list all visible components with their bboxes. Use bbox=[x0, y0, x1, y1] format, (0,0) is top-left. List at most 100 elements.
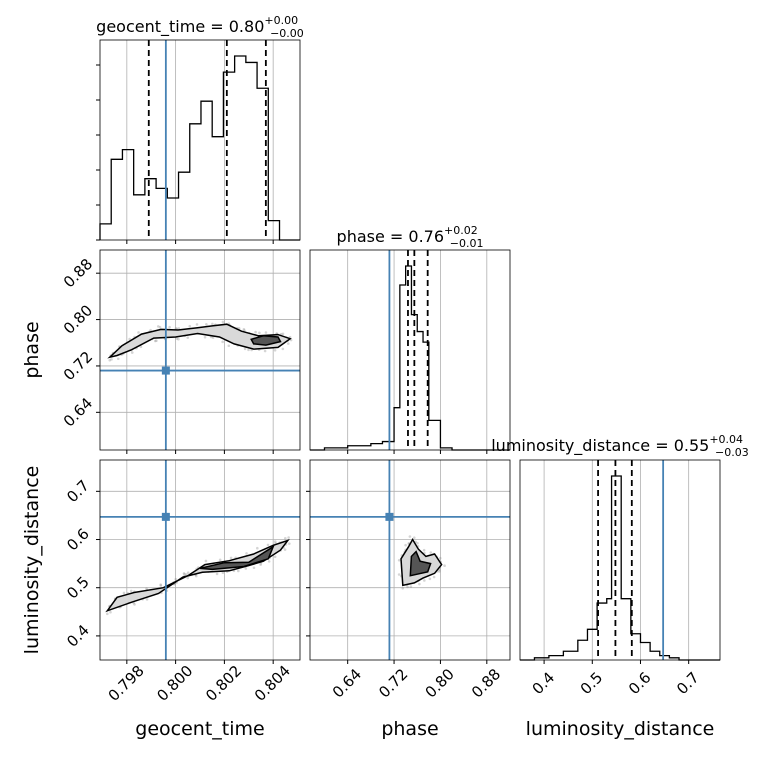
sample-point bbox=[221, 571, 225, 574]
sample-point bbox=[438, 570, 441, 573]
contour-outer bbox=[107, 323, 292, 359]
sample-point bbox=[428, 577, 432, 581]
sample-point bbox=[175, 337, 179, 340]
ylabel-luminosity-distance: luminosity_distance bbox=[21, 466, 43, 655]
contour-outer bbox=[105, 539, 290, 613]
sample-point bbox=[211, 336, 215, 339]
panel-phase-vs-geocent-time: 0.64 0.72 0.80 0.88 bbox=[60, 249, 301, 454]
sample-point bbox=[438, 556, 442, 560]
sample-point bbox=[177, 337, 180, 341]
sample-point bbox=[174, 577, 178, 581]
panel-hist-geocent-time bbox=[96, 39, 301, 244]
x-tick-label: 0.6 bbox=[625, 668, 655, 698]
sample-point bbox=[229, 556, 233, 560]
x-tick-label: 0.800 bbox=[153, 662, 196, 705]
sample-point bbox=[133, 603, 136, 606]
title-geocent-time: geocent_time = 0.80+0.00 −0.00 bbox=[96, 14, 304, 40]
xlabel-luminosity-distance: luminosity_distance bbox=[526, 718, 715, 740]
sample-point bbox=[145, 598, 149, 601]
sample-point bbox=[218, 558, 222, 562]
sample-point bbox=[281, 332, 285, 336]
panel-frame bbox=[309, 459, 511, 661]
sample-point bbox=[106, 612, 109, 616]
x-tick-label: 0.80 bbox=[422, 665, 458, 701]
sample-point bbox=[287, 342, 290, 345]
title-luminosity-distance: luminosity_distance = 0.55+0.04 −0.03 bbox=[491, 433, 749, 459]
sample-point bbox=[242, 327, 246, 331]
xlabel-phase: phase bbox=[381, 718, 438, 740]
sample-point bbox=[247, 348, 250, 352]
sample-point bbox=[429, 551, 433, 554]
sample-point bbox=[243, 347, 247, 351]
x-tick-label: 0.4 bbox=[529, 668, 559, 698]
sample-point bbox=[409, 585, 413, 588]
sample-point bbox=[204, 559, 208, 563]
sample-point bbox=[139, 345, 143, 349]
sample-point bbox=[423, 579, 426, 582]
y-tick-label: 0.7 bbox=[63, 477, 93, 507]
sample-point bbox=[155, 339, 158, 343]
sample-point bbox=[128, 337, 131, 341]
sample-point bbox=[227, 344, 231, 348]
panel-luminosity-distance-vs-phase: 0.64 0.72 0.80 0.88 bbox=[306, 459, 511, 701]
sample-point bbox=[110, 358, 113, 361]
sample-point bbox=[422, 548, 426, 552]
sample-point bbox=[158, 325, 162, 329]
x-tick-label: 0.798 bbox=[105, 662, 148, 705]
sample-point bbox=[256, 546, 259, 550]
panel-frame bbox=[99, 459, 301, 661]
truth-marker bbox=[385, 512, 394, 521]
sample-point bbox=[244, 567, 248, 570]
sample-point bbox=[259, 563, 262, 566]
sample-point bbox=[404, 543, 407, 547]
sample-point bbox=[108, 358, 112, 362]
ylabel-phase: phase bbox=[21, 321, 43, 378]
x-tick-label: 0.7 bbox=[673, 668, 703, 698]
sample-point bbox=[264, 331, 268, 334]
sample-point bbox=[397, 558, 401, 562]
panel-frame bbox=[309, 249, 511, 451]
contour-inner bbox=[199, 544, 275, 571]
sample-point bbox=[205, 322, 208, 326]
sample-point bbox=[273, 540, 277, 543]
sample-point bbox=[273, 349, 277, 352]
sample-point bbox=[182, 572, 186, 575]
panel-hist-luminosity-distance: 0.4 0.5 0.6 0.7 bbox=[519, 459, 721, 698]
sample-point bbox=[183, 572, 186, 576]
sample-point bbox=[195, 323, 199, 326]
y-tick-label: 0.4 bbox=[63, 621, 93, 651]
sample-point bbox=[412, 536, 416, 540]
histogram-step bbox=[520, 475, 720, 661]
sample-point bbox=[156, 325, 160, 328]
sample-point bbox=[221, 320, 225, 324]
sample-point bbox=[418, 582, 421, 586]
sample-point bbox=[273, 555, 277, 559]
sample-point bbox=[401, 587, 405, 590]
sample-point bbox=[283, 548, 287, 551]
y-tick-label: 0.88 bbox=[60, 255, 96, 291]
sample-point bbox=[254, 330, 257, 334]
sample-point bbox=[159, 583, 162, 587]
sample-point bbox=[159, 584, 163, 587]
sample-point bbox=[443, 564, 446, 568]
sample-point bbox=[408, 535, 412, 538]
sample-point bbox=[186, 571, 190, 574]
sample-point bbox=[185, 573, 188, 576]
x-tick-label: 0.802 bbox=[202, 662, 245, 705]
y-tick-label: 0.80 bbox=[60, 301, 96, 337]
sample-point bbox=[168, 325, 171, 329]
sample-point bbox=[145, 587, 148, 590]
x-tick-label: 0.5 bbox=[577, 668, 607, 698]
sample-point bbox=[188, 324, 192, 328]
contour-inner bbox=[250, 335, 282, 346]
y-tick-label: 0.6 bbox=[63, 525, 93, 555]
sample-point bbox=[432, 575, 436, 579]
sample-point bbox=[287, 536, 290, 539]
sample-point bbox=[288, 542, 291, 545]
sample-point bbox=[153, 339, 157, 343]
sample-point bbox=[137, 331, 140, 334]
sample-point bbox=[203, 335, 207, 339]
sample-point bbox=[252, 566, 256, 570]
x-tick-label: 0.88 bbox=[468, 665, 504, 701]
